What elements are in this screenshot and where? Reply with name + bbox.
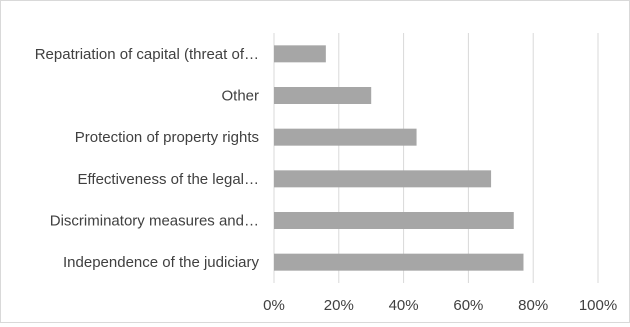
gridlines: [273, 33, 599, 283]
x-tick-labels: 0% 20% 40% 60% 80% 100%: [263, 297, 617, 314]
x-tick-label: 80%: [518, 297, 548, 314]
x-tick-label: 100%: [579, 297, 617, 314]
category-label: Repatriation of capital (threat of…: [35, 46, 259, 63]
bar: [274, 87, 372, 104]
x-tick-label: 0%: [263, 297, 285, 314]
category-label: Discriminatory measures and…: [50, 213, 259, 230]
bar: [274, 253, 524, 271]
bar: [274, 170, 492, 188]
category-label: Other: [221, 88, 259, 105]
bar: [274, 128, 417, 146]
bar: [274, 45, 326, 63]
bar: [274, 212, 514, 229]
category-label: Protection of property rights: [75, 129, 259, 146]
x-tick-label: 40%: [389, 297, 419, 314]
bar-chart: Repatriation of capital (threat of… Other…: [35, 33, 617, 314]
bars: [274, 45, 524, 271]
category-label: Effectiveness of the legal…: [78, 171, 260, 188]
x-tick-label: 20%: [324, 297, 354, 314]
x-tick-label: 60%: [453, 297, 483, 314]
category-label: Independence of the judiciary: [63, 254, 259, 271]
category-labels: Repatriation of capital (threat of… Other…: [35, 46, 260, 271]
